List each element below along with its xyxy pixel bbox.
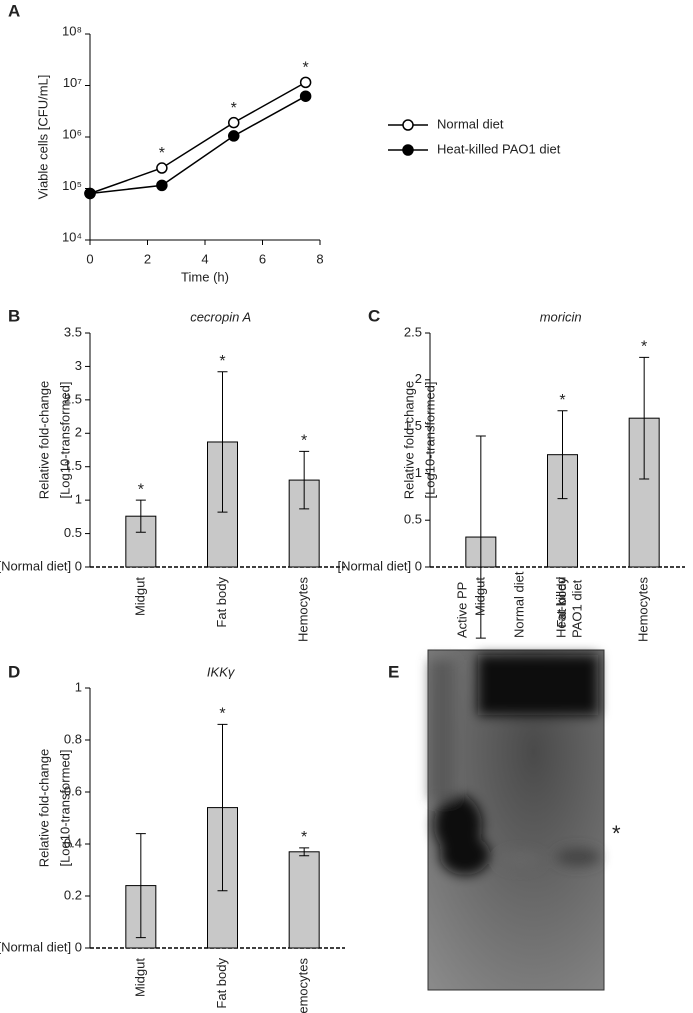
y-tick-label: 1 <box>75 492 82 507</box>
x-tick-label: Fat body <box>554 577 569 628</box>
chart-title: IKKγ <box>207 664 236 679</box>
significance-mark: * <box>231 100 237 117</box>
marker <box>84 187 96 200</box>
significance-mark: * <box>138 481 144 498</box>
y-tick-label: 2 <box>75 425 82 440</box>
error-bar <box>217 723 228 892</box>
y-tick-label: 0.4 <box>64 835 82 850</box>
y-tick-label: 0.2 <box>64 887 82 902</box>
y-tick-label: 1.5 <box>404 418 422 433</box>
panel-label: A <box>8 1 20 20</box>
x-tick-label: 6 <box>259 251 266 266</box>
panel-label: D <box>8 662 20 681</box>
lane-label: Normal diet <box>511 571 526 638</box>
chart-title: cecropin A <box>190 309 251 324</box>
significance-mark: * <box>301 829 307 846</box>
y-tick-label: 10⁴ <box>62 229 82 244</box>
error-bar <box>299 847 310 857</box>
legend-label: Normal diet <box>437 116 504 131</box>
y-tick-label: 10⁵ <box>62 178 82 193</box>
line <box>89 81 306 195</box>
x-axis-label: Time (h) <box>181 269 229 284</box>
panel-label: E <box>388 662 399 681</box>
y-tick-label: [Normal diet] 0 <box>337 558 422 573</box>
marker <box>228 116 240 129</box>
error-bar <box>135 499 146 533</box>
y-tick-label: 0.6 <box>64 783 82 798</box>
legend-label: Heat-killed PAO1 diet <box>437 141 561 156</box>
y-axis-label: [Log10-transformed] <box>57 381 72 498</box>
x-tick-label: Fat body <box>214 958 229 1009</box>
legend-marker <box>402 119 414 131</box>
y-axis-label: Relative fold-change <box>36 381 51 500</box>
x-tick-label: 8 <box>316 251 323 266</box>
significance-mark: * <box>641 339 647 356</box>
x-tick-label: 0 <box>86 251 93 266</box>
panel-label: C <box>368 306 380 325</box>
y-tick-label: 10⁶ <box>62 126 82 141</box>
y-tick-label: 2.5 <box>64 391 82 406</box>
error-bar <box>557 410 568 500</box>
error-bar <box>299 450 310 510</box>
significance-mark: * <box>219 706 225 723</box>
line <box>89 95 306 195</box>
blot-image <box>427 649 605 991</box>
error-bar <box>135 833 146 939</box>
significance-mark: * <box>219 353 225 370</box>
error-bar <box>639 356 650 480</box>
bar <box>288 851 320 949</box>
x-tick-label: Midgut <box>132 577 147 616</box>
significance-mark: * <box>303 60 309 77</box>
marker <box>299 90 312 102</box>
marker <box>228 130 240 142</box>
y-tick-label: 0.5 <box>64 525 82 540</box>
y-axis-label: Viable cells [CFU/mL] <box>35 75 50 200</box>
y-axis-label: Relative fold-change <box>36 749 51 868</box>
y-tick-label: 1 <box>415 465 422 480</box>
significance-mark: * <box>559 392 565 409</box>
y-tick-label: 10⁷ <box>63 75 82 90</box>
y-axis-label: Relative fold-change <box>401 381 416 500</box>
x-tick-label: 2 <box>144 251 151 266</box>
lane-label: Active PP <box>454 582 469 638</box>
lane-label: PAO1 diet <box>569 579 584 638</box>
y-tick-label: 3 <box>75 358 82 373</box>
y-tick-label: 1 <box>75 679 82 694</box>
x-tick-label: Hemocytes <box>636 577 651 643</box>
y-tick-label: 10⁸ <box>62 23 82 38</box>
y-tick-label: [Normal diet] 0 <box>0 558 82 573</box>
y-axis-label: [Log10-transformed] <box>422 381 437 498</box>
y-axis-label: [Log10-transformed] <box>57 749 72 866</box>
x-tick-label: Midgut <box>132 958 147 997</box>
panel-label: B <box>8 306 20 325</box>
y-tick-label: 1.5 <box>64 458 82 473</box>
lane-label: Heat-killed <box>553 577 568 638</box>
significance-mark: * <box>159 145 165 162</box>
bar <box>125 515 157 568</box>
x-tick-label: Hemocytes <box>296 958 311 1013</box>
marker <box>156 179 168 192</box>
y-tick-label: 2 <box>415 371 422 386</box>
marker <box>299 76 312 89</box>
chart-title: moricin <box>540 309 582 324</box>
band-marker: * <box>612 821 621 846</box>
error-bar <box>475 435 486 639</box>
y-tick-label: 3.5 <box>64 324 82 339</box>
x-tick-label: Hemocytes <box>296 577 311 643</box>
bar <box>288 479 320 568</box>
marker <box>156 162 168 174</box>
y-tick-label: 2.5 <box>404 324 422 339</box>
x-tick-label: 4 <box>201 251 208 266</box>
x-tick-label: Midgut <box>472 577 487 616</box>
y-tick-label: 0.5 <box>404 512 422 527</box>
x-tick-label: Fat body <box>214 577 229 628</box>
legend-marker <box>402 144 414 156</box>
error-bar <box>217 371 228 513</box>
y-tick-label: [Normal diet] 0 <box>0 939 82 954</box>
y-tick-label: 0.8 <box>64 731 82 746</box>
significance-mark: * <box>301 433 307 450</box>
